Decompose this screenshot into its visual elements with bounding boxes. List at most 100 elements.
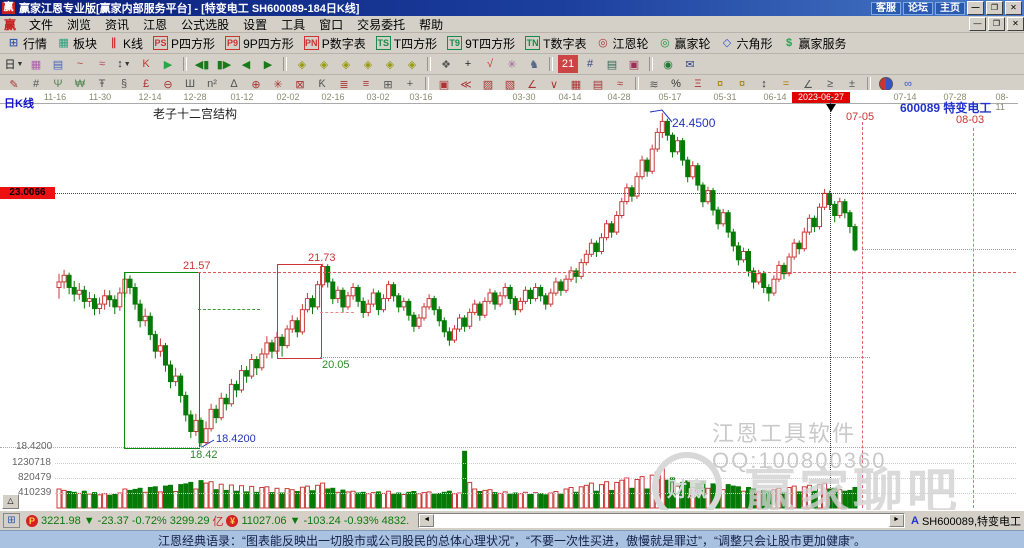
lute-tool-icon[interactable]: ≋ — [649, 78, 659, 91]
comb-tool-icon[interactable]: Ш — [184, 78, 196, 90]
crosshair-tool-icon[interactable]: + — [464, 58, 472, 70]
n2-tool-icon[interactable]: n² — [207, 78, 217, 90]
candle-style-dropdown[interactable]: ↕ ▼ — [117, 58, 131, 70]
ki-tool-icon[interactable]: Ƙ — [318, 78, 326, 90]
child-restore-button[interactable]: ❐ — [988, 17, 1005, 31]
percent-tool-icon[interactable]: % — [671, 78, 681, 90]
gold2-tool-icon[interactable]: ¤ — [738, 78, 746, 90]
winner-service-button[interactable]: $ 赢家服务 — [779, 34, 851, 53]
rose-wheel-icon[interactable]: ✳ — [507, 58, 517, 71]
t-line-tool-icon[interactable]: Ŧ — [98, 78, 106, 90]
band2-tool-icon[interactable]: ≡ — [362, 78, 370, 90]
gold-tool-icon[interactable]: ¤ — [716, 78, 724, 90]
board-icon[interactable]: ▤ — [606, 58, 618, 71]
menu-item-文件[interactable]: 文件 — [29, 17, 54, 32]
angle-tool-icon[interactable]: ∠ — [527, 78, 537, 91]
info-board-icon[interactable]: ▤ — [52, 58, 64, 71]
menu-item-浏览[interactable]: 浏览 — [67, 17, 92, 32]
winner-wheel-button[interactable]: ◎ 赢家轮 — [654, 34, 714, 53]
period-day-dropdown[interactable]: 日 ▼ — [4, 59, 24, 71]
waves-tool-icon[interactable]: ≈ — [616, 78, 624, 90]
shade2-tool-icon[interactable]: ▧ — [504, 78, 516, 91]
angle-flag-tool-icon[interactable]: £ — [142, 78, 150, 90]
p9-square-button[interactable]: P9 9P四方形 — [221, 34, 298, 53]
wave-big-icon[interactable]: ≈ — [98, 58, 106, 70]
window-tool-icon[interactable]: ⊞ — [383, 78, 393, 91]
hexagon-button[interactable]: ◇ 六角形 — [717, 34, 777, 53]
fine-grid-tool-icon[interactable]: # — [32, 78, 40, 90]
cycle-tool-icon[interactable]: § — [120, 78, 128, 90]
five-element-tool-icon[interactable]: Ξ — [694, 78, 702, 90]
horizontal-scrollbar[interactable]: ◄ ► — [418, 513, 905, 528]
menu-item-工具[interactable]: 工具 — [281, 17, 306, 32]
menu-item-交易委托[interactable]: 交易委托 — [357, 17, 406, 32]
mid-tool-icon[interactable]: + — [406, 78, 414, 90]
check-tool-icon[interactable]: ∨ — [549, 78, 559, 91]
target-tool-icon[interactable]: ⊕ — [251, 78, 261, 91]
gann-diamond-tool-4-icon[interactable]: ◈ — [363, 58, 373, 71]
p-square-button[interactable]: PS P四方形 — [149, 34, 219, 53]
gann-diamond-tool-5-icon[interactable]: ◈ — [385, 58, 395, 71]
quote-table-button[interactable]: ⊞ 行情 — [3, 34, 51, 53]
list-tool-icon[interactable]: ▤ — [592, 78, 604, 91]
gann-diamond-tool-1-icon[interactable]: ◈ — [297, 58, 307, 71]
t-number-button[interactable]: TN T数字表 — [521, 34, 590, 53]
shade-tool-icon[interactable]: ▨ — [482, 78, 494, 91]
nav-prev-icon[interactable]: ◀ — [241, 58, 251, 71]
scroll-left-icon[interactable]: ◄ — [419, 514, 435, 527]
save-icon[interactable]: ▣ — [628, 58, 640, 71]
scroll-right-icon[interactable]: ► — [889, 514, 904, 527]
frame-tool-icon[interactable]: ▣ — [438, 78, 450, 91]
nav-next-icon[interactable]: ▶ — [263, 58, 273, 71]
build-tool-icon[interactable]: ± — [848, 78, 856, 90]
infinity-icon[interactable]: ∞ — [904, 78, 912, 90]
wave-small-icon[interactable]: ~ — [76, 58, 84, 70]
starburst-tool-icon[interactable]: ✳ — [273, 78, 283, 91]
gann-diamond-tool-2-icon[interactable]: ◈ — [319, 58, 329, 71]
color-flag-icon[interactable]: ▶ — [163, 58, 173, 71]
quick-link-3[interactable]: 主页 — [935, 1, 965, 15]
sector-button[interactable]: ▦ 板块 — [53, 34, 101, 53]
nav-first-icon[interactable]: ◀▮ — [194, 58, 210, 71]
t9-square-button[interactable]: T9 9T四方形 — [443, 34, 519, 53]
kline-highlight-icon[interactable]: K — [142, 58, 150, 70]
updown-tool-icon[interactable]: ↕ — [761, 78, 767, 90]
gann-diamond-tool-6-icon[interactable]: ◈ — [407, 58, 417, 71]
steps-tool-icon[interactable]: ≥ — [826, 78, 834, 90]
delta-tool-icon[interactable]: ∆ — [230, 78, 238, 90]
close-button[interactable]: ✕ — [1005, 1, 1022, 15]
menu-item-资讯[interactable]: 资讯 — [105, 17, 130, 32]
chart-area[interactable] — [0, 90, 1024, 510]
kline-window-icon[interactable]: ▦ — [30, 58, 42, 71]
rise-tool-icon[interactable]: ∠ — [803, 78, 813, 91]
gann-wheel-button[interactable]: ◎ 江恩轮 — [592, 34, 652, 53]
t-square-button[interactable]: TS T四方形 — [372, 34, 441, 53]
menu-item-设置[interactable]: 设置 — [243, 17, 268, 32]
mail-send-icon[interactable]: ✉ — [685, 58, 695, 71]
zodiac-icon[interactable]: ♞ — [529, 58, 539, 71]
calendar-21-icon[interactable]: 21 — [558, 55, 578, 73]
restore-button[interactable]: ❐ — [986, 1, 1003, 15]
gann-box-tool-icon[interactable]: Ψ — [53, 78, 63, 90]
globe-icon[interactable]: ◉ — [663, 58, 673, 71]
menu-item-江恩[interactable]: 江恩 — [143, 17, 168, 32]
flat-gold-tool-icon[interactable]: = — [782, 78, 790, 90]
kline-button[interactable]: ∥ K线 — [103, 34, 147, 53]
zigzag-tool-icon[interactable]: √ — [486, 58, 494, 70]
volume-collapse-button[interactable]: △ — [2, 494, 19, 509]
quick-link-1[interactable]: 客服 — [871, 1, 901, 15]
minimize-button[interactable]: — — [967, 1, 984, 15]
grid-heavy-tool-icon[interactable]: ▦ — [570, 78, 582, 91]
child-close-button[interactable]: ✕ — [1007, 17, 1024, 31]
nav-last-icon[interactable]: ▮▶ — [216, 58, 232, 71]
gann-box2-tool-icon[interactable]: ₩ — [74, 78, 86, 90]
p-number-button[interactable]: PN P数字表 — [300, 34, 370, 53]
quick-link-2[interactable]: 论坛 — [903, 1, 933, 15]
circle-tool-icon[interactable]: ⊖ — [163, 78, 173, 91]
child-minimize-button[interactable]: — — [969, 17, 986, 31]
rays-tool-icon[interactable]: ≪ — [460, 78, 472, 91]
quote-grid-icon[interactable]: ⊞ — [3, 513, 20, 528]
pen-tool-icon[interactable]: ✎ — [9, 78, 19, 91]
net-tool-icon[interactable]: ⊠ — [295, 78, 305, 91]
menu-item-公式选股[interactable]: 公式选股 — [181, 17, 230, 32]
